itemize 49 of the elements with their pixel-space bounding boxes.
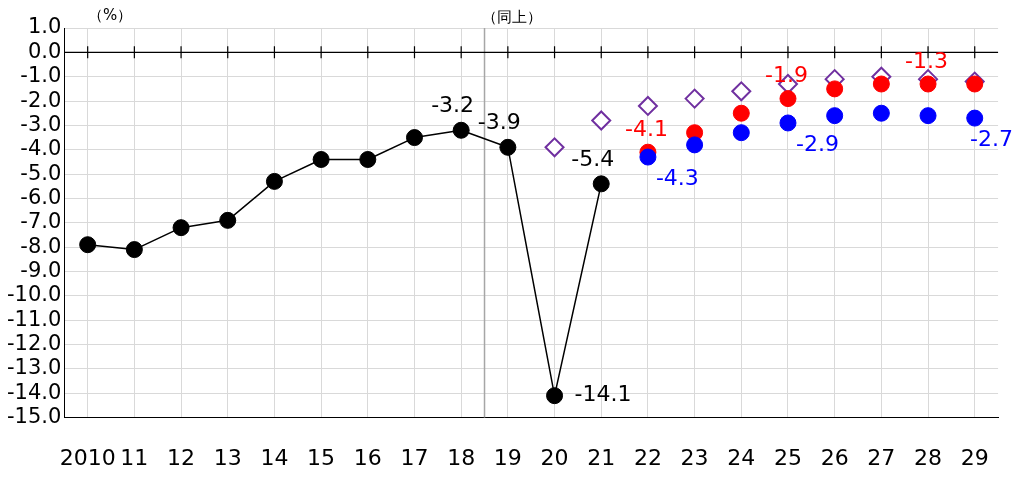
x-tick-label: 12 — [167, 444, 196, 470]
y-tick-label: -15.0 — [6, 404, 62, 429]
y-tick-label: -2.0 — [20, 87, 62, 112]
y-tick-label: -10.0 — [6, 282, 62, 307]
y-tick-label: 1.0 — [27, 14, 62, 39]
y-tick-label: -13.0 — [6, 355, 62, 380]
data-label: -14.1 — [574, 381, 632, 407]
x-tick-label: 24 — [727, 444, 756, 470]
x-tick-label: 20 — [540, 444, 569, 470]
x-tick-label: 17 — [400, 444, 429, 470]
y-tick-label: -7.0 — [20, 209, 62, 234]
data-label: -5.4 — [571, 145, 615, 171]
text: （同上） — [482, 8, 542, 27]
x-tick-label: 26 — [820, 444, 849, 470]
data-label: -3.2 — [431, 91, 475, 117]
x-tick-label: 28 — [914, 444, 943, 470]
x-tick-label: 18 — [447, 444, 476, 470]
x-tick-label: 27 — [867, 444, 896, 470]
y-tick-label: -11.0 — [6, 306, 62, 331]
data-label: -4.1 — [624, 115, 668, 141]
x-tick-label: 25 — [773, 444, 802, 470]
y-tick-label: -4.0 — [20, 136, 62, 161]
x-tick-label: 15 — [307, 444, 336, 470]
data-label: -2.7 — [970, 125, 1014, 151]
y-tick-label: -3.0 — [20, 111, 62, 136]
x-tick-label: 23 — [680, 444, 709, 470]
x-tick-label: 2010 — [59, 444, 116, 470]
x-tick-label: 16 — [353, 444, 382, 470]
data-label: -4.3 — [655, 164, 699, 190]
x-tick-label: 29 — [960, 444, 989, 470]
data-label: -2.9 — [795, 130, 839, 156]
y-tick-label: -14.0 — [6, 379, 62, 404]
data-label: -1.3 — [905, 47, 949, 73]
x-tick-label: 14 — [260, 444, 289, 470]
y-tick-label: -1.0 — [20, 63, 62, 88]
y-tick-label: -9.0 — [20, 257, 62, 282]
y-tick-label: -8.0 — [20, 233, 62, 258]
y-tick-label: -6.0 — [20, 184, 62, 209]
x-tick-label: 13 — [213, 444, 242, 470]
x-tick-label: 22 — [633, 444, 662, 470]
x-tick-label: 21 — [587, 444, 616, 470]
y-tick-label: 0.0 — [27, 38, 62, 63]
y-tick-label: -5.0 — [20, 160, 62, 185]
x-tick-label: 19 — [493, 444, 522, 470]
y-axis-title: （%） — [88, 6, 133, 25]
x-tick-label: 11 — [120, 444, 149, 470]
y-tick-label: -12.0 — [6, 331, 62, 355]
data-label: -3.9 — [477, 109, 521, 135]
data-label: -1.9 — [765, 62, 808, 88]
